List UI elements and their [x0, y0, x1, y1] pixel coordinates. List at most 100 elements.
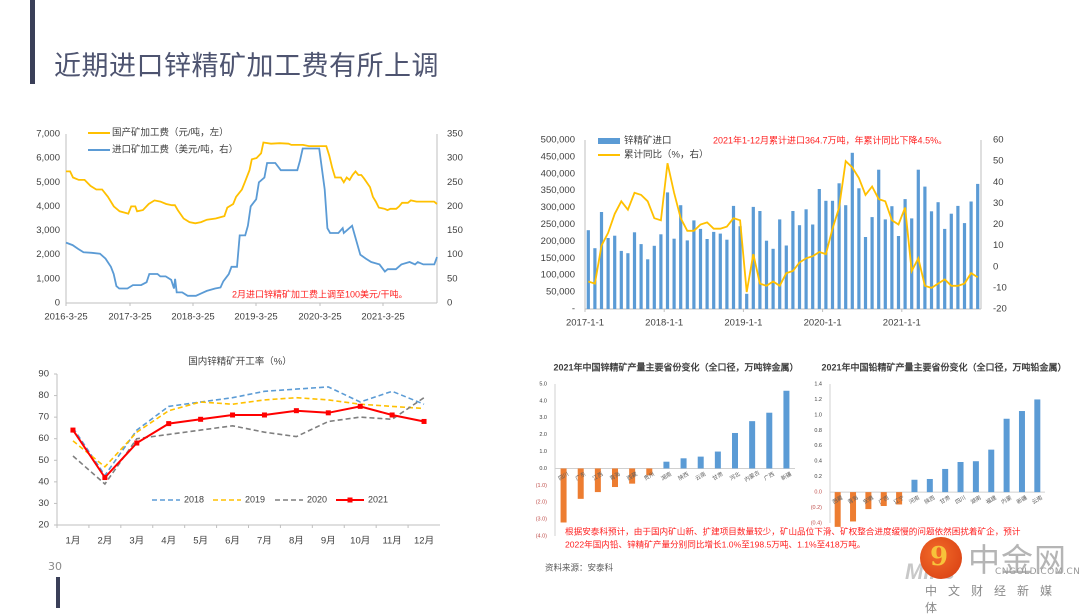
- util-line-2020: [72, 397, 425, 486]
- imp-bar: [646, 259, 650, 309]
- imp-right-tick-label: 20: [993, 219, 1004, 230]
- imp-left-tick-label: 250,000: [541, 219, 575, 230]
- imp-legend-label-line: 累计同比（%，右）: [624, 149, 708, 161]
- imp-left-tick-label: 150,000: [541, 253, 575, 264]
- zinc-y-tick-label: 4.0: [539, 398, 547, 404]
- imp-bar: [916, 169, 920, 309]
- imp-legend-label-bars: 锌精矿进口: [624, 135, 672, 147]
- imp-x-tick-label: 2018-1-1: [645, 318, 683, 329]
- zinc-category-label: 内蒙古: [743, 468, 762, 483]
- page-number: 30: [48, 560, 62, 573]
- lead-y-tick-label: (0.4): [811, 520, 822, 526]
- util-y-tick-label: 60: [38, 433, 49, 444]
- lead-bar: [926, 478, 933, 493]
- imp-bar: [725, 239, 729, 309]
- imp-bar: [679, 205, 683, 309]
- imp-bar: [850, 152, 854, 309]
- lead-category-label: 甘肃: [938, 493, 952, 506]
- util-marker-2021: [389, 412, 395, 418]
- imp-bar: [586, 230, 590, 309]
- zinc-category-label: 甘肃: [711, 470, 725, 483]
- lead-y-tick-label: 0.8: [814, 428, 822, 434]
- imp-left-tick-label: 300,000: [541, 202, 575, 213]
- lead-bar: [988, 449, 995, 493]
- lead-y-tick-label: 0.2: [814, 474, 822, 480]
- source-note: 资料来源：安泰科: [545, 562, 614, 572]
- util-x-tick-label: 1月: [66, 536, 81, 547]
- lead-y-tick-label: 1.4: [814, 381, 822, 387]
- imp-right-tick-label: 10: [993, 240, 1004, 251]
- imp-right-tick-label: 0: [993, 261, 998, 272]
- tc-x-tick-label: 2020-3-25: [298, 312, 341, 323]
- zinc-category-label: 云南: [694, 470, 708, 483]
- util-legend-marker-2021: [347, 497, 353, 503]
- lead-category-label: 四川: [954, 494, 967, 506]
- lead-category-label: 新疆: [1015, 493, 1029, 506]
- imp-bar: [784, 245, 788, 309]
- tc-x-tick-label: 2016-3-25: [44, 312, 87, 323]
- imp-bar: [949, 213, 953, 309]
- imp-bar: [877, 169, 881, 309]
- util-marker-2021: [230, 412, 236, 418]
- zinc-bar: [749, 421, 756, 469]
- tc-right-tick-label: 250: [447, 177, 463, 188]
- imp-left-tick-label: 450,000: [541, 151, 575, 162]
- zinc-bar: [732, 432, 738, 469]
- zinc-y-tick-label: 0.0: [539, 466, 547, 472]
- imp-bar: [903, 199, 907, 309]
- zinc-y-tick-label: 5.0: [539, 381, 547, 387]
- imp-bar: [923, 186, 927, 309]
- tc-right-tick-label: 300: [447, 153, 463, 164]
- util-marker-2021: [293, 408, 299, 414]
- imp-bar: [791, 211, 795, 309]
- imp-bar: [712, 231, 716, 309]
- imp-bar: [738, 226, 742, 309]
- zinc-bar: [714, 451, 721, 469]
- lead-y-tick-label: (0.2): [811, 505, 822, 511]
- util-legend-label-2019: 2019: [245, 494, 265, 504]
- imp-bar: [863, 237, 868, 309]
- imp-bar: [632, 232, 637, 309]
- lead-bar: [865, 492, 872, 510]
- zinc-category-label: 四川: [557, 471, 570, 483]
- lead-category-label: 陕西: [923, 493, 937, 506]
- tc-right-tick-label: 350: [447, 129, 463, 140]
- tc-right-tick-label: 150: [447, 225, 463, 236]
- logo-tagline: 中文财经新媒体: [925, 584, 1064, 615]
- imp-bar: [626, 253, 630, 309]
- util-marker-2021: [134, 440, 140, 446]
- imp-bar: [705, 239, 709, 309]
- imp-bar: [890, 206, 894, 309]
- zinc-y-tick-label: 2.0: [539, 432, 547, 438]
- imp-left-tick-label: 50,000: [546, 287, 575, 298]
- tc-left-tick-label: 5,000: [36, 177, 60, 188]
- util-marker-2021: [70, 427, 76, 433]
- util-x-tick-label: 5月: [193, 536, 208, 547]
- util-legend-label-2018: 2018: [184, 494, 204, 504]
- lead-category-label: 湖南: [969, 493, 983, 506]
- page-title: 近期进口锌精矿加工费有所上调: [54, 51, 439, 82]
- imp-bar: [685, 240, 689, 309]
- util-x-tick-label: 7月: [257, 536, 272, 547]
- imp-bar: [672, 238, 676, 309]
- zinc-y-tick-label: (2.0): [536, 500, 547, 506]
- util-title: 国内锌精矿开工率（%）: [188, 356, 291, 368]
- zinc-category-label: 陕西: [677, 470, 691, 483]
- imp-bar: [956, 205, 960, 309]
- zinc-bar: [612, 468, 618, 488]
- lead-category-label: 云南: [1030, 493, 1044, 506]
- util-line-2021: [72, 405, 425, 480]
- tc-left-tick-label: 3,000: [36, 225, 60, 236]
- zinc-bar: [560, 468, 567, 523]
- lead-bar: [942, 468, 949, 493]
- imp-bar: [837, 183, 841, 309]
- zinc-bar: [594, 468, 601, 493]
- imp-bar: [976, 183, 980, 309]
- tc-series-line-0: [66, 141, 438, 225]
- imp-bar: [639, 244, 643, 309]
- util-x-tick-label: 8月: [289, 536, 304, 547]
- imp-left-tick-label: 350,000: [541, 185, 575, 196]
- zinc-title: 2021年中国锌精矿产量主要省份变化（全口径，万吨锌金属）: [553, 361, 798, 372]
- imp-bar: [778, 219, 782, 309]
